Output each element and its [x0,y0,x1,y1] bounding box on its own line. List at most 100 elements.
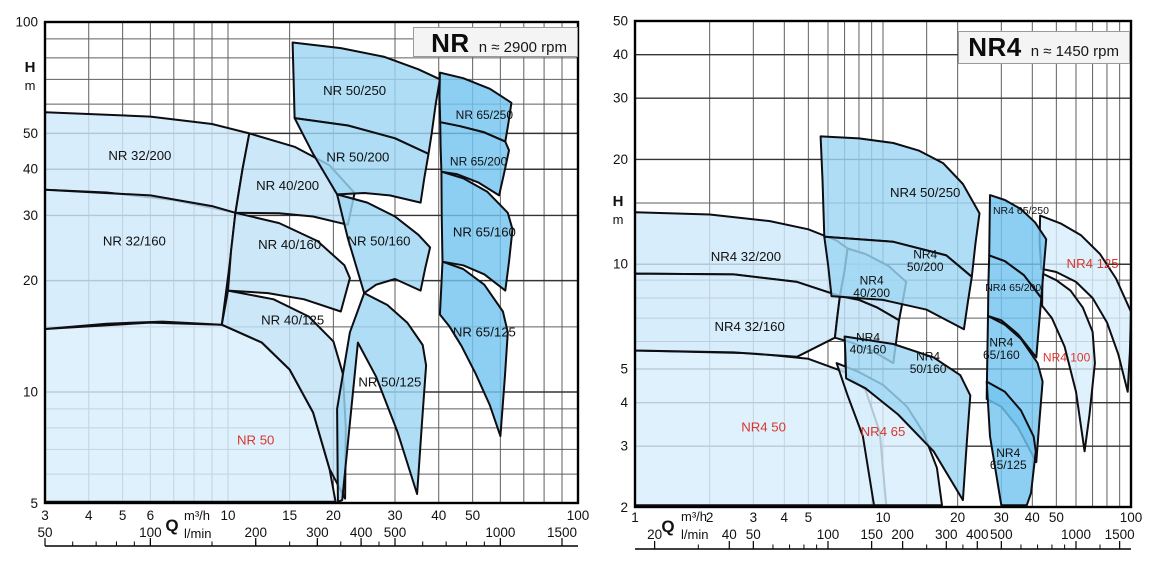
svg-text:1500: 1500 [1105,527,1135,542]
svg-text:50: 50 [746,527,761,542]
svg-text:20: 20 [950,510,965,525]
chart-title-nr: NR n ≈ 2900 rpm [413,27,578,58]
svg-text:20: 20 [613,152,628,167]
svg-text:10: 10 [220,508,235,523]
label-nr-50-125: NR 50/125 [358,375,421,390]
region-nr-50-160 [336,193,432,295]
svg-text:2: 2 [706,510,714,525]
svg-text:6: 6 [147,508,155,523]
label-nr4-65-125: NR4 65/125 [990,446,1027,472]
svg-text:30: 30 [387,508,402,523]
region-nr4-50-200 [823,235,973,331]
label-nr-65-160: NR 65/160 [453,224,516,239]
svg-text:4: 4 [85,508,93,523]
label-nr4-65-200: NR4 65/200 [985,282,1041,294]
svg-text:1500: 1500 [547,525,577,540]
label-nr-32-160: NR 32/160 [103,234,166,249]
label-nr4-50-160: NR4 50/160 [910,350,947,376]
svg-text:40: 40 [1025,510,1040,525]
label-nr4-50-200: NR4 50/200 [907,248,944,274]
svg-text:l/min: l/min [184,526,211,541]
svg-text:20: 20 [326,508,341,523]
region-nr4-32-160 [634,272,841,358]
label-nr-50: NR 50 [237,432,274,447]
svg-text:400: 400 [966,527,989,542]
svg-text:3: 3 [620,439,628,454]
svg-text:100: 100 [1120,510,1143,525]
svg-text:100: 100 [15,15,38,30]
region-nr-40-125 [220,289,347,500]
svg-text:m³/h: m³/h [184,508,210,523]
svg-text:150: 150 [860,527,883,542]
label-nr-50-160: NR 50/160 [347,234,410,249]
svg-text:50: 50 [1049,510,1064,525]
svg-text:5: 5 [805,510,813,525]
label-nr-65-200: NR 65/200 [450,154,508,168]
chart-title-nr4-rpm: n ≈ 1450 rpm [1030,43,1119,60]
svg-text:1000: 1000 [485,525,515,540]
svg-text:50: 50 [613,14,628,29]
svg-text:5: 5 [119,508,127,523]
region-nr-65-125 [438,260,509,438]
chart-title-nr4-series: NR4 [968,32,1022,62]
svg-text:5: 5 [30,496,38,511]
region-nr4-125 [1038,214,1132,393]
svg-text:40: 40 [722,527,737,542]
svg-text:5: 5 [620,362,628,377]
label-nr4-65: NR4 65 [861,424,906,439]
svg-text:m³/h: m³/h [681,509,707,524]
chart-nr: 100 50 40 30 20 10 5 Hm 3 4 5 6 10 15 20 30 40 50 100 50 100… [15,15,589,547]
label-nr-32-200: NR 32/200 [108,148,171,163]
label-nr4-65-250: NR4 65/250 [993,205,1049,217]
svg-text:50: 50 [37,525,52,540]
label-nr4-40-200: NR4 40/200 [853,274,890,300]
svg-text:300: 300 [935,527,958,542]
svg-text:50: 50 [465,508,480,523]
svg-text:m: m [613,212,624,227]
svg-text:10: 10 [23,385,38,400]
region-nr-32-160 [44,188,237,330]
svg-text:100: 100 [817,527,840,542]
svg-text:100: 100 [139,525,162,540]
chart-title-nr4: NR4 n ≈ 1450 rpm [958,31,1130,64]
label-nr-65-250: NR 65/250 [456,108,514,122]
svg-text:1000: 1000 [1061,527,1091,542]
region-nr-65-200 [439,121,510,197]
svg-text:10: 10 [613,257,628,272]
svg-text:40: 40 [431,508,446,523]
region-nr4-50-160 [843,335,972,502]
region-nr-50-200 [293,117,430,204]
svg-text:3: 3 [41,508,49,523]
label-nr-50-200: NR 50/200 [326,150,389,165]
region-nr4-65-125 [985,380,1037,507]
label-nr4-32-160: NR4 32/160 [714,319,784,334]
label-nr4-125: NR4 125 [1067,256,1119,271]
svg-text:30: 30 [613,91,628,106]
svg-text:300: 300 [306,525,329,540]
svg-text:500: 500 [384,525,407,540]
label-nr-65-125: NR 65/125 [453,324,516,339]
region-nr4-65-200 [987,254,1043,359]
svg-text:40: 40 [23,162,38,177]
label-nr4-100: NR4 100 [1043,350,1091,364]
svg-text:2: 2 [620,500,628,515]
label-nr-40-200: NR 40/200 [256,178,319,193]
svg-text:30: 30 [994,510,1009,525]
svg-text:4: 4 [620,395,628,410]
svg-text:200: 200 [244,525,267,540]
svg-text:Q: Q [165,516,178,535]
svg-text:20: 20 [647,527,662,542]
label-nr4-32-200: NR4 32/200 [711,249,781,264]
svg-text:40: 40 [613,47,628,62]
region-nr4-100 [1041,272,1096,453]
chart-title-nr-rpm: n ≈ 2900 rpm [478,39,567,56]
svg-text:500: 500 [990,527,1013,542]
label-nr-50-250: NR 50/250 [323,83,386,98]
chart-title-nr-series: NR [431,28,470,58]
label-nr4-40-160: NR4 40/160 [850,330,887,356]
svg-text:3: 3 [750,510,758,525]
region-nr4-65-250 [988,194,1048,299]
